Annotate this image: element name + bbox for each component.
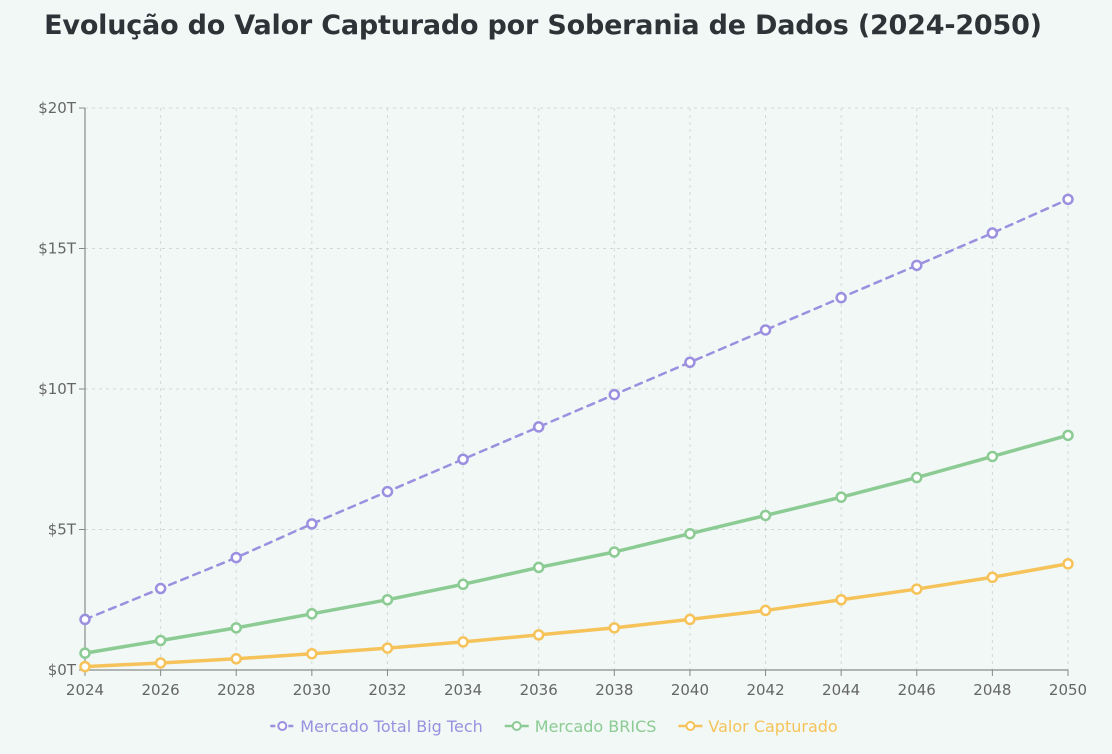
data-point-mercado-total-big-tech [306, 518, 318, 530]
data-point-mercado-brics [306, 608, 318, 620]
x-tick-label: 2042 [746, 681, 784, 699]
data-point-mercado-brics [532, 561, 545, 574]
y-tick-label: $15T [38, 240, 77, 258]
y-tick-label: $5T [48, 521, 77, 539]
x-tick-label: 2030 [293, 681, 331, 699]
data-point-valor-capturado [608, 622, 621, 634]
data-point-mercado-brics [457, 578, 469, 591]
legend: Mercado Total Big Tech Mercado BRICS Valor… [270, 717, 838, 736]
x-tick-label: 2050 [1049, 681, 1087, 699]
data-point-mercado-total-big-tech [79, 613, 91, 626]
legend-label: Valor Capturado [708, 717, 837, 736]
x-tick-label: 2048 [973, 681, 1011, 699]
x-tick-label: 2038 [595, 681, 633, 699]
data-point-mercado-total-big-tech [381, 485, 394, 498]
x-tick-label: 2032 [368, 681, 406, 699]
x-tick-label: 2034 [444, 681, 482, 699]
data-point-valor-capturado [835, 594, 847, 606]
data-point-valor-capturado [306, 647, 318, 660]
x-tick-label: 2024 [66, 681, 104, 699]
data-point-mercado-total-big-tech [608, 388, 621, 401]
series-points [79, 193, 1074, 673]
legend-label: Mercado Total Big Tech [300, 717, 482, 736]
data-point-valor-capturado [381, 642, 394, 654]
legend-label: Mercado BRICS [535, 717, 657, 736]
y-tick-label: $20T [38, 99, 77, 117]
data-point-mercado-brics [835, 491, 847, 503]
x-tick-label: 2040 [671, 681, 709, 699]
data-point-valor-capturado [911, 583, 923, 595]
data-point-mercado-brics [381, 594, 394, 606]
series-line-valor-capturado [83, 562, 1070, 669]
data-point-valor-capturado [759, 604, 772, 617]
data-point-valor-capturado [1062, 558, 1074, 570]
series-line-mercado-brics [83, 433, 1070, 655]
chart-title: Evolução do Valor Capturado por Soberani… [44, 10, 1042, 41]
y-tick-label: $0T [48, 661, 77, 679]
legend-swatch-marker [277, 721, 288, 731]
data-point-mercado-brics [154, 634, 167, 647]
data-point-mercado-brics [911, 471, 923, 484]
data-point-valor-capturado [457, 636, 469, 648]
data-point-valor-capturado [532, 629, 545, 641]
data-point-mercado-total-big-tech [759, 324, 772, 336]
legend-item-valor-capturado: Valor Capturado [678, 717, 838, 736]
legend-swatch-marker [511, 721, 522, 731]
series-line-mercado-total-big-tech [83, 198, 1070, 621]
data-point-valor-capturado [79, 660, 91, 673]
x-tick-label: 2026 [142, 681, 180, 699]
data-point-mercado-total-big-tech [835, 291, 847, 304]
data-point-mercado-total-big-tech [457, 453, 469, 465]
x-tick-label: 2028 [217, 681, 255, 699]
legend-swatch-marker [685, 721, 696, 731]
data-point-mercado-brics [1062, 429, 1074, 442]
series-lines [83, 198, 1070, 669]
data-point-mercado-brics [79, 647, 91, 659]
x-tick-label: 2044 [822, 681, 860, 699]
data-point-mercado-total-big-tech [230, 551, 242, 564]
data-point-mercado-brics [684, 527, 696, 540]
data-point-mercado-brics [759, 509, 772, 522]
y-tick-label: $10T [38, 380, 77, 398]
data-point-mercado-total-big-tech [684, 356, 696, 369]
data-point-valor-capturado [986, 571, 999, 584]
data-point-mercado-total-big-tech [986, 227, 999, 239]
data-point-valor-capturado [230, 653, 242, 665]
legend-item-mercado-brics: Mercado BRICS [504, 717, 657, 736]
x-tick-label: 2036 [520, 681, 558, 699]
data-point-mercado-total-big-tech [911, 259, 923, 272]
data-point-mercado-brics [986, 450, 999, 463]
x-tick-label: 2046 [898, 681, 936, 699]
data-point-valor-capturado [154, 657, 167, 669]
data-point-mercado-brics [230, 622, 242, 634]
axes: 2024 2026 2028 2030 2032 2034 2036 2038 2040 2042… [38, 99, 1087, 699]
data-point-mercado-total-big-tech [154, 582, 167, 595]
data-point-valor-capturado [684, 613, 696, 626]
data-point-mercado-total-big-tech [532, 421, 545, 433]
legend-item-mercado-total-big-tech: Mercado Total Big Tech [270, 717, 483, 736]
data-point-mercado-total-big-tech [1062, 193, 1074, 206]
data-point-mercado-brics [608, 546, 621, 558]
